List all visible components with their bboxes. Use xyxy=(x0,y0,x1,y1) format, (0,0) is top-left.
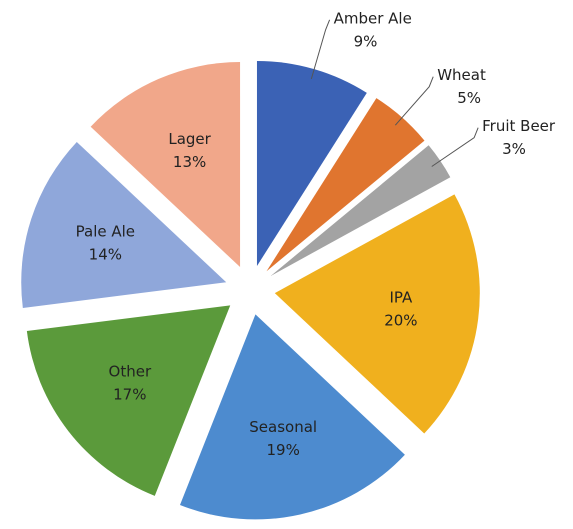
leader-line xyxy=(394,76,434,126)
slice-label: IPA xyxy=(390,289,414,307)
slice-value-label: 5% xyxy=(457,89,481,107)
slice-label: Seasonal xyxy=(249,418,317,436)
slice-label: Other xyxy=(109,363,152,381)
slice-label: Pale Ale xyxy=(76,222,135,240)
slice-value-label: 13% xyxy=(173,153,206,171)
slice-label: Wheat xyxy=(437,66,486,84)
slice-label: Lager xyxy=(168,130,211,148)
pie-slice xyxy=(90,62,241,268)
pie-slice xyxy=(179,314,405,520)
slice-value-label: 17% xyxy=(113,386,146,404)
leader-line xyxy=(431,127,479,167)
slice-value-label: 3% xyxy=(502,140,526,158)
slice-value-label: 19% xyxy=(267,441,300,459)
pie-slice xyxy=(256,60,367,266)
pie-slice xyxy=(274,194,480,434)
pie-slice xyxy=(270,145,451,276)
slice-value-label: 9% xyxy=(354,32,378,50)
slice-label: Fruit Beer xyxy=(482,117,556,135)
pie-slice xyxy=(26,305,231,496)
pie-slice xyxy=(21,141,227,308)
slice-value-label: 20% xyxy=(384,312,417,330)
pie-slice xyxy=(266,98,425,272)
slice-value-label: 14% xyxy=(89,245,122,263)
leader-line xyxy=(310,19,331,80)
slice-label: Amber Ale xyxy=(334,9,412,27)
